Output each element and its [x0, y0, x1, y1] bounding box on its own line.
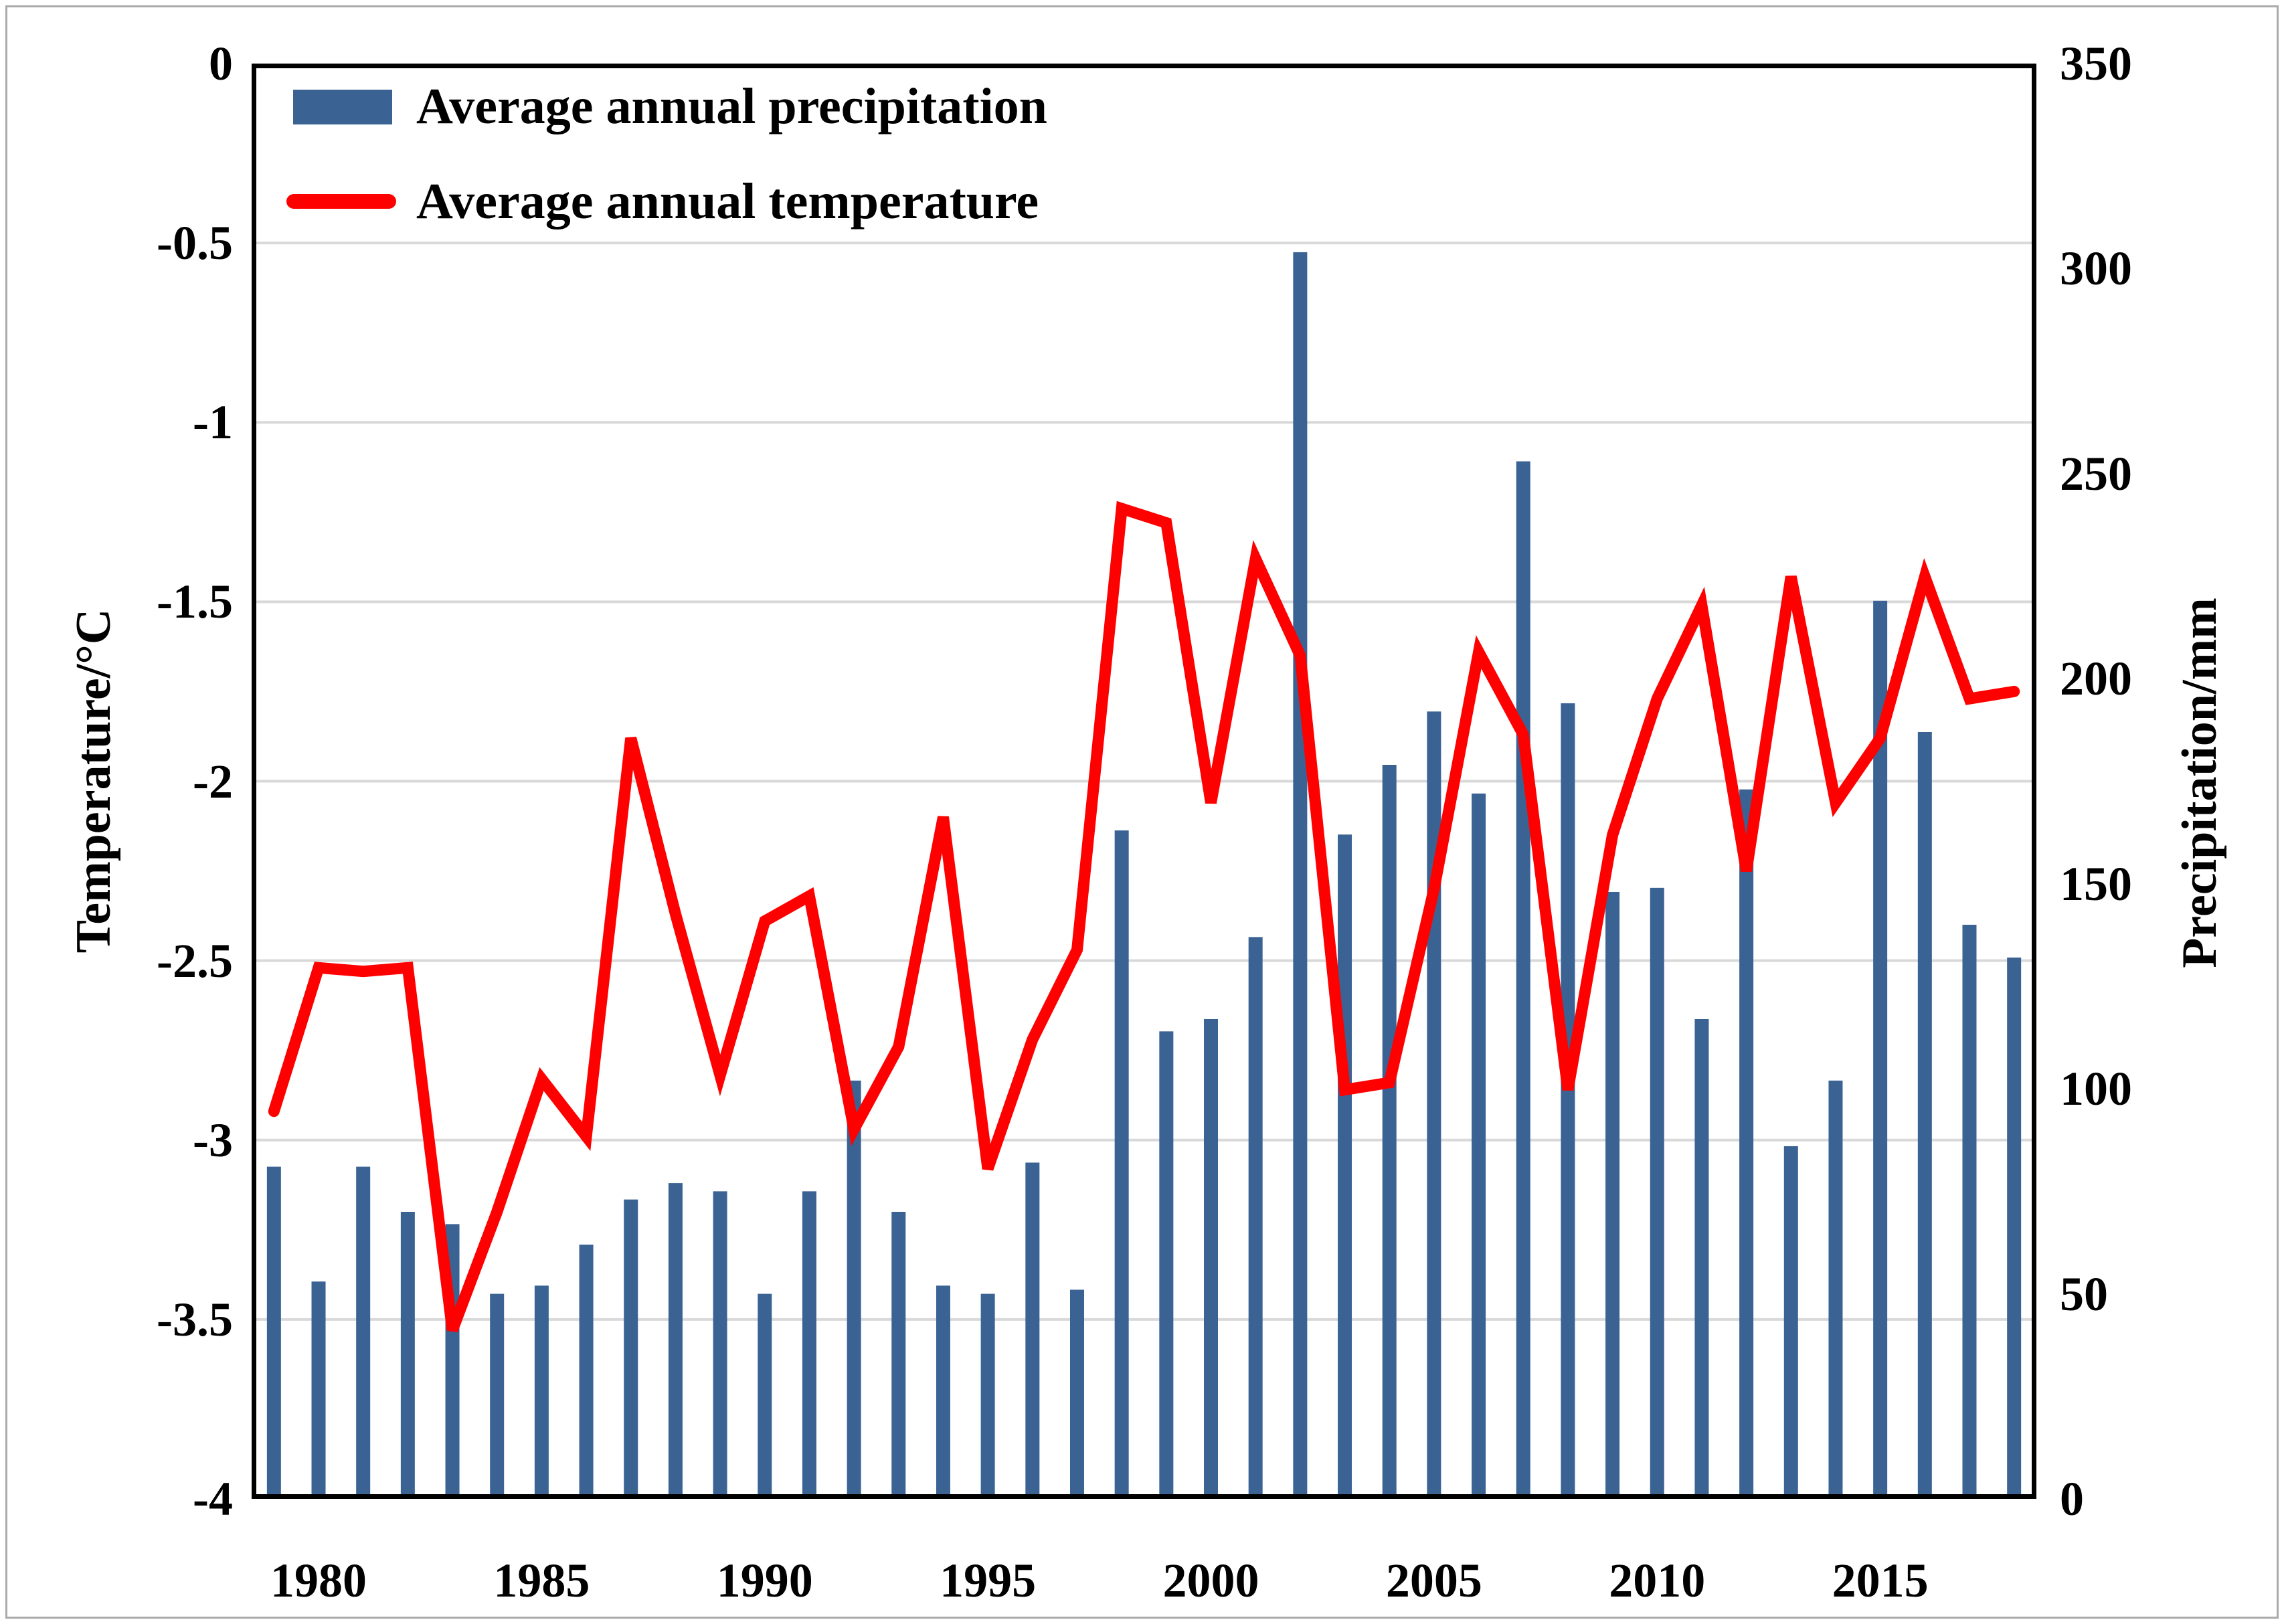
bar-1987 — [624, 1199, 638, 1499]
bar-1980 — [311, 1281, 326, 1499]
bar-1988 — [668, 1183, 683, 1499]
left-tick--3.5: -3.5 — [157, 1292, 233, 1346]
temperature-line — [268, 501, 2020, 1332]
right-tick-0: 0 — [2060, 1472, 2084, 1526]
figure-border — [5, 5, 2279, 1619]
bar-2010 — [1650, 887, 1664, 1499]
right-tick-50: 50 — [2060, 1267, 2108, 1321]
x-tick-2010: 2010 — [1609, 1554, 1706, 1607]
bar-1985 — [534, 1285, 549, 1499]
bar-2006 — [1472, 793, 1486, 1499]
bar-2005 — [1427, 711, 1441, 1499]
bar-1997 — [1069, 1289, 1084, 1499]
right-tick-150: 150 — [2060, 856, 2132, 911]
bar-2009 — [1605, 891, 1620, 1499]
legend-temperature-label: Average annual temperature — [416, 173, 1039, 230]
left-tick--1: -1 — [193, 395, 233, 450]
right-tick-350: 350 — [2060, 37, 2132, 90]
bar-2014 — [1828, 1080, 1843, 1499]
bar-1989 — [713, 1191, 727, 1499]
bar-2008 — [1561, 703, 1575, 1499]
bar-1986 — [579, 1245, 594, 1499]
bar-2000 — [1204, 1018, 1219, 1499]
x-tick-1980: 1980 — [270, 1554, 367, 1607]
bar-2007 — [1516, 461, 1530, 1499]
bar-1999 — [1159, 1031, 1174, 1499]
plot-area — [252, 64, 2036, 1499]
bar-1993 — [891, 1212, 906, 1499]
x-tick-1985: 1985 — [493, 1554, 590, 1607]
left-tick--1.5: -1.5 — [157, 575, 233, 629]
left-tick--0.5: -0.5 — [157, 216, 233, 270]
bar-2018 — [2007, 958, 2022, 1499]
x-tick-2000: 2000 — [1162, 1554, 1259, 1607]
right-tick-300: 300 — [2060, 242, 2132, 296]
x-tick-1990: 1990 — [716, 1554, 813, 1607]
bar-1996 — [1025, 1162, 1040, 1499]
bar-2012 — [1739, 789, 1754, 1499]
bar-1995 — [980, 1293, 995, 1499]
bar-1984 — [490, 1293, 505, 1499]
right-tick-200: 200 — [2060, 652, 2132, 706]
left-tick-0: 0 — [209, 37, 233, 90]
bar-2013 — [1783, 1146, 1798, 1499]
bar-1991 — [802, 1191, 816, 1499]
x-tick-1995: 1995 — [940, 1554, 1037, 1607]
plot-border — [252, 64, 2036, 1499]
bar-2011 — [1694, 1018, 1709, 1499]
bar-2003 — [1338, 834, 1352, 1499]
x-tick-2015: 2015 — [1832, 1554, 1929, 1607]
bar-2002 — [1293, 252, 1308, 1499]
right-tick-100: 100 — [2060, 1062, 2132, 1116]
bar-1998 — [1114, 830, 1129, 1499]
bar-2016 — [1917, 731, 1932, 1499]
legend-precipitation-label: Average annual precipitation — [416, 78, 1047, 134]
left-tick--2.5: -2.5 — [157, 933, 233, 988]
right-tick-250: 250 — [2060, 446, 2132, 501]
bar-2017 — [1962, 925, 1977, 1499]
x-tick-2005: 2005 — [1385, 1554, 1482, 1607]
bar-1979 — [266, 1166, 281, 1499]
bar-2015 — [1873, 600, 1888, 1499]
left-tick--3: -3 — [193, 1113, 233, 1167]
bar-2004 — [1382, 764, 1397, 1499]
bar-1981 — [356, 1166, 371, 1499]
bar-1982 — [400, 1212, 415, 1499]
bar-1994 — [936, 1285, 950, 1499]
left-tick--4: -4 — [193, 1472, 233, 1526]
left-tick--2: -2 — [193, 754, 233, 808]
bar-2001 — [1248, 937, 1263, 1499]
legend-temperature-line-swatch — [286, 194, 396, 209]
legend-precipitation-swatch — [293, 90, 392, 124]
bar-1990 — [758, 1293, 772, 1499]
bar-1992 — [847, 1080, 861, 1499]
